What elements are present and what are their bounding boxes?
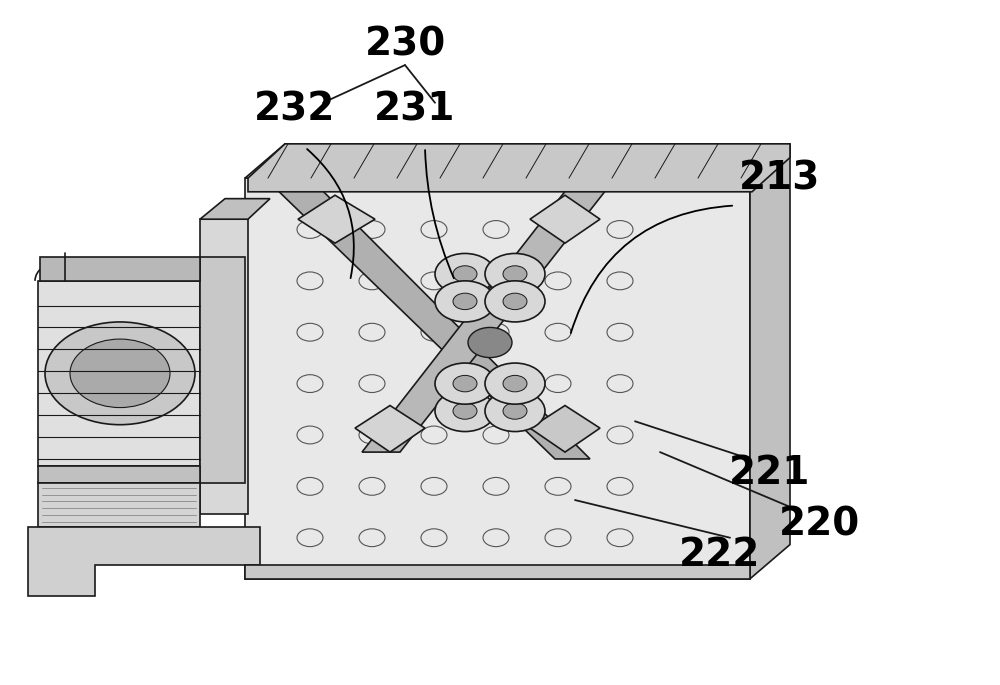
- Circle shape: [503, 403, 527, 419]
- Polygon shape: [265, 178, 590, 459]
- Circle shape: [503, 266, 527, 282]
- Polygon shape: [245, 565, 750, 579]
- Polygon shape: [298, 195, 375, 243]
- Polygon shape: [40, 257, 200, 281]
- Polygon shape: [38, 281, 200, 466]
- Circle shape: [468, 327, 512, 358]
- Circle shape: [453, 266, 477, 282]
- Text: 213: 213: [739, 159, 821, 197]
- Circle shape: [485, 363, 545, 404]
- Text: 222: 222: [679, 536, 761, 574]
- Text: 220: 220: [779, 505, 861, 543]
- Circle shape: [453, 293, 477, 310]
- Text: 221: 221: [729, 453, 811, 492]
- Circle shape: [435, 253, 495, 295]
- Text: 230: 230: [364, 25, 446, 64]
- Circle shape: [485, 281, 545, 322]
- Polygon shape: [200, 257, 245, 483]
- Polygon shape: [28, 527, 260, 596]
- Polygon shape: [200, 199, 270, 219]
- Polygon shape: [355, 406, 425, 452]
- Circle shape: [503, 375, 527, 392]
- Circle shape: [435, 281, 495, 322]
- Circle shape: [70, 339, 170, 408]
- Polygon shape: [530, 195, 600, 243]
- Polygon shape: [248, 144, 790, 192]
- Polygon shape: [245, 178, 750, 579]
- Polygon shape: [530, 406, 600, 452]
- Polygon shape: [362, 185, 610, 452]
- Circle shape: [435, 390, 495, 432]
- Polygon shape: [750, 144, 790, 579]
- Circle shape: [485, 253, 545, 295]
- Text: 232: 232: [254, 90, 336, 129]
- Circle shape: [485, 390, 545, 432]
- Polygon shape: [245, 144, 790, 178]
- Text: 231: 231: [374, 90, 456, 129]
- Circle shape: [503, 293, 527, 310]
- Circle shape: [45, 322, 195, 425]
- Circle shape: [453, 375, 477, 392]
- Circle shape: [435, 363, 495, 404]
- Circle shape: [453, 403, 477, 419]
- Polygon shape: [38, 466, 200, 483]
- Polygon shape: [38, 483, 200, 527]
- Polygon shape: [200, 219, 248, 514]
